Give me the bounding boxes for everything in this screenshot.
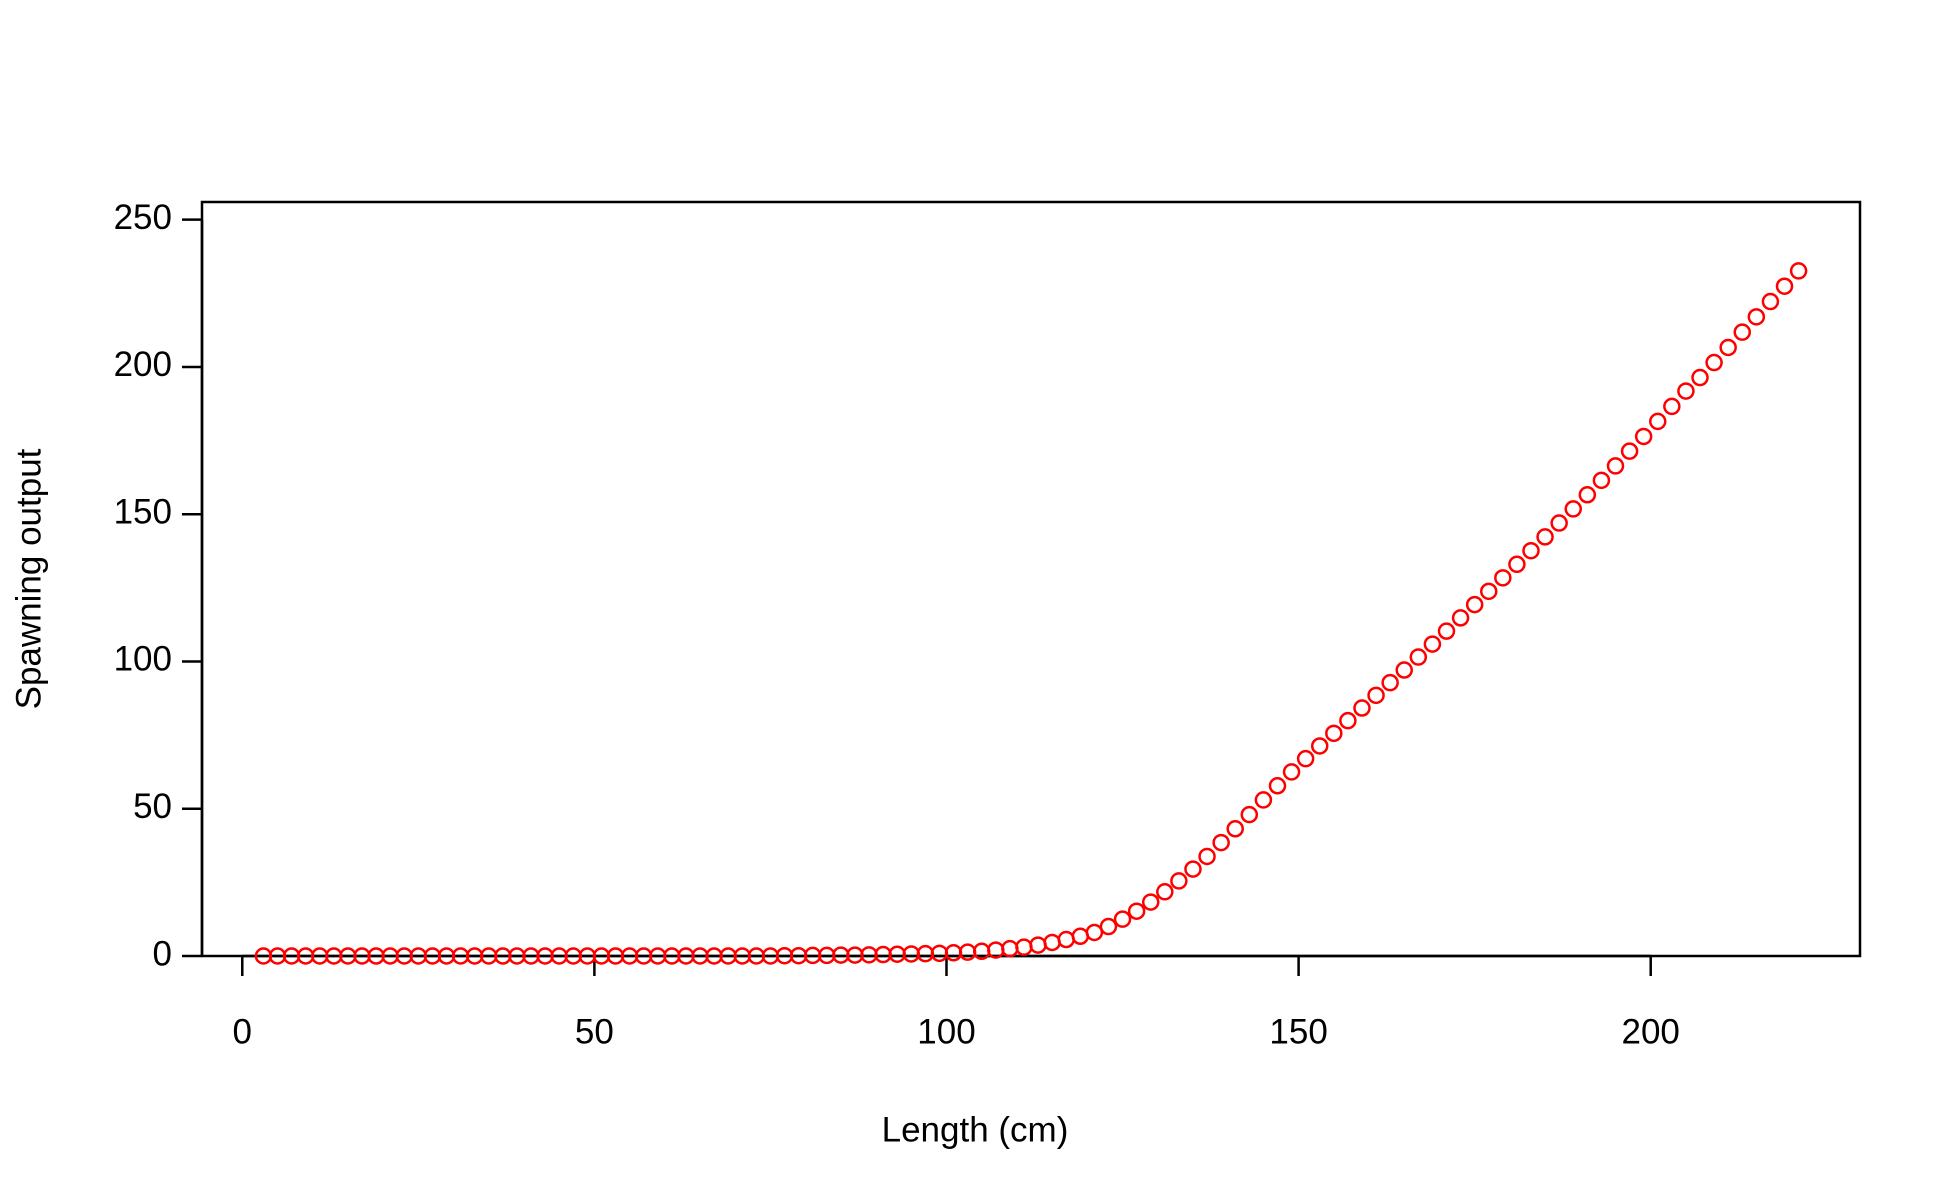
plot-frame	[200, 200, 1862, 958]
point	[1254, 791, 1273, 809]
point	[1775, 277, 1794, 295]
point	[1719, 338, 1737, 357]
point	[1733, 323, 1752, 341]
point	[1339, 711, 1357, 730]
point	[1691, 368, 1709, 387]
point	[1296, 749, 1315, 768]
point	[1494, 569, 1512, 587]
y-tick-label: 150	[114, 492, 172, 531]
point	[874, 945, 892, 964]
point	[1240, 805, 1259, 824]
point	[1479, 582, 1498, 601]
point	[1184, 860, 1202, 878]
point	[1381, 673, 1399, 692]
point	[1634, 427, 1653, 446]
point	[1198, 847, 1216, 866]
y-tick-label: 0	[153, 934, 172, 973]
point	[902, 945, 921, 963]
y-tick-label: 200	[114, 345, 172, 384]
point	[1310, 737, 1329, 755]
x-tick-label: 150	[1269, 1012, 1327, 1051]
point	[1043, 933, 1061, 952]
point	[1085, 923, 1104, 942]
point	[1212, 833, 1230, 852]
point	[1099, 917, 1118, 936]
point	[1465, 595, 1484, 614]
y-tick-label: 250	[114, 198, 172, 237]
x-tick-label: 50	[575, 1012, 614, 1051]
point	[1536, 528, 1554, 546]
point	[1409, 648, 1428, 666]
x-tick-label: 0	[233, 1012, 252, 1051]
point	[1057, 930, 1075, 949]
point	[1564, 500, 1582, 518]
point	[958, 943, 977, 961]
point	[1648, 412, 1667, 431]
point	[1677, 382, 1695, 400]
point	[1522, 541, 1540, 560]
y-tick-label: 50	[133, 787, 172, 826]
x-axis-label: Length (cm)	[882, 1110, 1069, 1149]
point	[1353, 699, 1371, 717]
point	[1606, 457, 1625, 475]
point	[1282, 763, 1301, 781]
point	[1325, 724, 1343, 743]
point	[1705, 353, 1723, 372]
point	[888, 945, 906, 963]
point	[1761, 292, 1780, 311]
point	[1127, 902, 1146, 920]
point	[916, 944, 935, 963]
point	[1015, 938, 1033, 956]
point	[1029, 936, 1047, 954]
point	[1226, 820, 1244, 838]
point	[1395, 661, 1413, 679]
y-tick-label: 100	[114, 640, 172, 679]
point	[1113, 910, 1132, 928]
point	[1268, 777, 1287, 795]
point	[1367, 686, 1385, 705]
point	[1578, 486, 1597, 504]
point	[1663, 397, 1681, 416]
point	[1156, 883, 1174, 901]
point	[1423, 635, 1442, 653]
point	[1451, 609, 1470, 627]
point	[1437, 622, 1456, 640]
point	[930, 944, 949, 963]
point	[1508, 555, 1526, 574]
point	[1592, 471, 1611, 490]
point	[1747, 308, 1766, 326]
x-tick-label: 100	[917, 1012, 975, 1051]
point	[1550, 514, 1568, 532]
point	[944, 944, 963, 962]
point	[1071, 927, 1090, 946]
y-axis-label: Spawning output	[9, 448, 48, 709]
point	[1001, 939, 1019, 958]
x-tick-label: 200	[1622, 1012, 1680, 1051]
point	[1170, 872, 1188, 890]
point	[1620, 442, 1639, 460]
point	[1141, 893, 1160, 911]
point	[1789, 262, 1808, 280]
